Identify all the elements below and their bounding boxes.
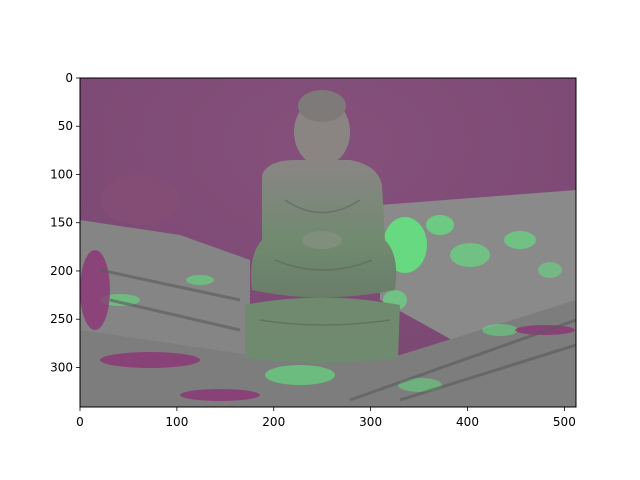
y-tick-label: 200 — [50, 264, 73, 278]
x-tick-label: 500 — [553, 415, 576, 429]
y-tick-label: 300 — [50, 360, 73, 374]
y-tick-label: 100 — [50, 167, 73, 181]
image-shade — [100, 175, 180, 225]
y-axis-ticks: 0 50 100 150 200 250 300 — [50, 71, 80, 374]
x-tick-label: 100 — [165, 415, 188, 429]
x-tick-label: 0 — [76, 415, 84, 429]
x-tick-label: 200 — [262, 415, 285, 429]
y-tick-label: 250 — [50, 312, 73, 326]
y-tick-label: 0 — [65, 71, 73, 85]
x-tick-label: 400 — [456, 415, 479, 429]
y-tick-label: 50 — [58, 119, 73, 133]
x-axis-ticks: 0 100 200 300 400 500 — [76, 407, 576, 429]
y-tick-label: 150 — [50, 216, 73, 230]
image-raster — [80, 78, 576, 407]
x-tick-label: 300 — [359, 415, 382, 429]
